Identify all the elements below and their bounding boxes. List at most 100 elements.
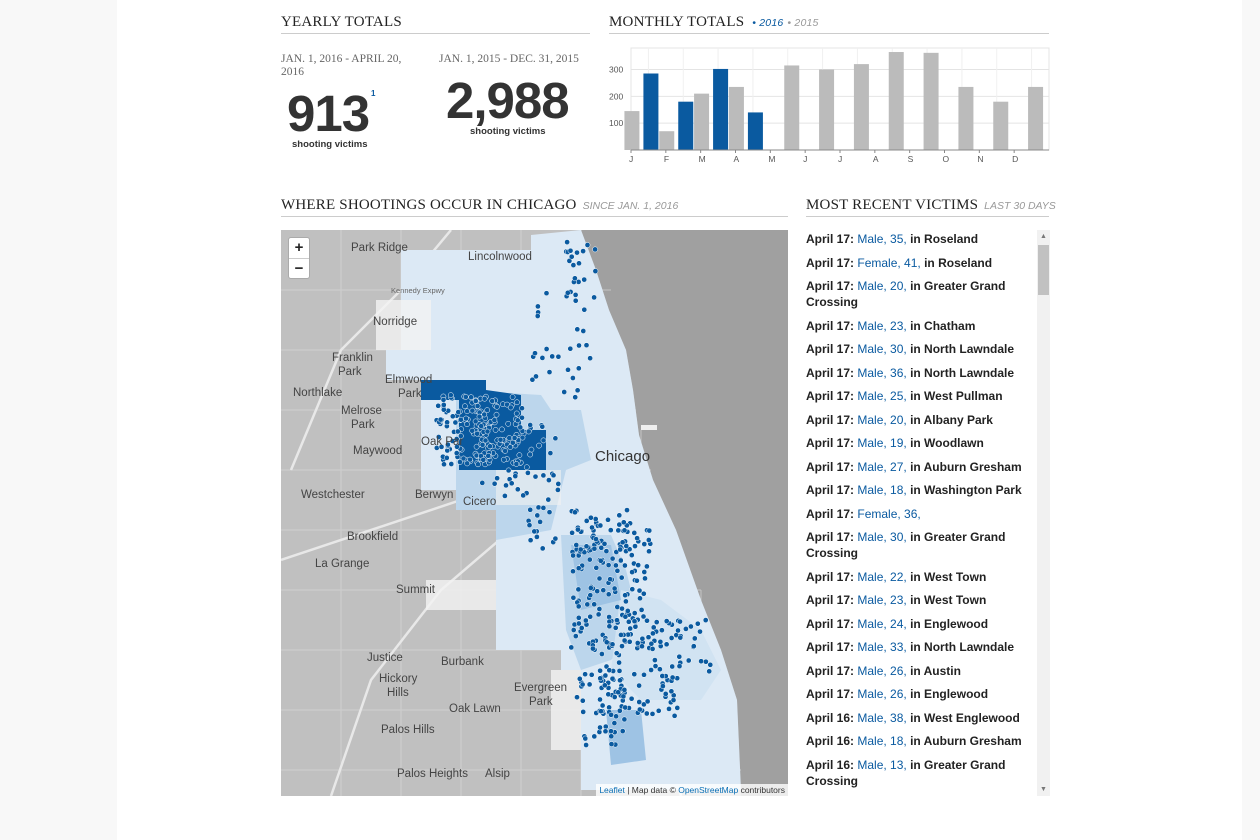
- shooting-dot: [583, 742, 589, 748]
- victim-list-item: April 17: Male, 24, in Englewood: [806, 616, 1050, 632]
- label-chicago: Chicago: [595, 448, 650, 465]
- shooting-dot: [591, 733, 598, 740]
- victim-details: Female, 41,: [857, 255, 921, 270]
- shooting-dot: [570, 552, 576, 559]
- footnote-marker[interactable]: 1: [371, 89, 376, 98]
- victim-list-item: April 17: Male, 20, in Albany Park: [806, 412, 1050, 428]
- shooting-dot: [502, 493, 508, 499]
- shooting-dot: [652, 663, 659, 669]
- shooting-dot: [669, 663, 676, 670]
- shooting-dot: [624, 608, 631, 614]
- shooting-dot: [514, 486, 521, 493]
- shooting-dot: [621, 716, 628, 723]
- label-park-ridge: Park Ridge: [351, 242, 408, 254]
- shooting-dot: [619, 605, 625, 612]
- shooting-dot: [634, 535, 640, 542]
- victims-list[interactable]: April 17: Male, 35, in Roseland April 17:…: [806, 230, 1050, 796]
- shooting-dot: [643, 710, 650, 717]
- shooting-dot: [476, 413, 483, 420]
- shooting-dot: [597, 675, 604, 682]
- scroll-up-arrow-icon[interactable]: ▲: [1040, 233, 1047, 240]
- label-evergreen-park: Park: [529, 696, 553, 708]
- shooting-dot: [494, 475, 500, 482]
- scroll-down-arrow-icon[interactable]: ▼: [1040, 786, 1047, 793]
- shooting-dot: [582, 671, 588, 678]
- shooting-dot: [591, 294, 597, 301]
- shooting-dot: [602, 728, 609, 735]
- victim-details: Male, 18,: [857, 483, 907, 497]
- shooting-dot: [649, 646, 656, 652]
- shooting-dot: [659, 627, 665, 634]
- shooting-dot: [525, 470, 531, 476]
- list-scrollbar[interactable]: ▲ ▼: [1037, 230, 1050, 796]
- label-franklin-park: Park: [338, 366, 362, 378]
- bar-2015: [888, 52, 904, 150]
- zoom-in-button[interactable]: +: [294, 239, 304, 256]
- shooting-dot: [588, 671, 595, 678]
- shooting-dot: [619, 728, 626, 734]
- shooting-dot: [574, 694, 580, 701]
- shooting-dots[interactable]: [433, 239, 714, 748]
- bar-2015: [659, 131, 675, 150]
- victim-place: in North Lawndale: [910, 342, 1015, 356]
- shooting-dot: [662, 691, 669, 697]
- shooting-dot: [690, 643, 697, 650]
- victim-list-item: April 17: Male, 27, in Auburn Gresham: [806, 459, 1050, 475]
- previous-range: JAN. 1, 2015 - DEC. 31, 2015: [439, 53, 579, 65]
- victim-date: April 17:: [806, 483, 855, 497]
- shooting-dot: [625, 618, 632, 625]
- shooting-dot: [611, 720, 618, 726]
- shooting-dot: [555, 353, 562, 360]
- shooting-dot: [543, 290, 550, 297]
- shooting-dot: [674, 675, 681, 682]
- shooting-dot: [589, 524, 595, 531]
- shooting-dot: [677, 634, 684, 641]
- map-canvas[interactable]: Park Ridge Lincolnwood Norridge Franklin…: [281, 230, 788, 796]
- zoom-out-button[interactable]: −: [289, 258, 309, 278]
- victim-list-item: April 17: Male, 22, in West Town: [806, 569, 1050, 585]
- shooting-dot: [575, 526, 581, 533]
- shooting-dot: [455, 409, 462, 415]
- shooting-dot: [583, 543, 590, 550]
- shooting-dot: [597, 724, 603, 731]
- shooting-dot: [670, 697, 677, 703]
- shooting-dot: [609, 675, 616, 682]
- shooting-dot: [634, 577, 640, 584]
- osm-link[interactable]: OpenStreetMap: [678, 785, 739, 795]
- shooting-dot: [663, 641, 670, 648]
- shooting-dot: [640, 613, 647, 620]
- map-section-title: WHERE SHOOTINGS OCCUR IN CHICAGO SINCE JA…: [281, 197, 788, 217]
- shooting-dot: [635, 562, 642, 568]
- shooting-dot: [523, 464, 530, 471]
- shooting-dot: [599, 702, 606, 709]
- victim-place: in Auburn Gresham: [910, 734, 1022, 748]
- shootings-map[interactable]: + −: [281, 230, 788, 796]
- scrollbar-thumb[interactable]: [1038, 245, 1049, 295]
- victim-date: April 17:: [806, 412, 855, 427]
- shooting-dot: [697, 628, 703, 635]
- shooting-dot: [572, 509, 578, 516]
- shooting-dot: [481, 411, 488, 418]
- label-elmwood-park: Park: [398, 388, 422, 400]
- bar-2016: [643, 73, 659, 150]
- shooting-dot: [581, 276, 588, 283]
- shooting-dot: [485, 452, 492, 459]
- shooting-dot: [607, 576, 613, 583]
- shooting-dot: [509, 394, 516, 400]
- shooting-dot: [605, 516, 611, 523]
- shooting-dot: [580, 328, 587, 334]
- shooting-dot: [616, 521, 623, 528]
- shooting-dot: [648, 667, 654, 673]
- victim-place: in Auburn Gresham: [910, 459, 1022, 474]
- shooting-dot: [472, 398, 479, 404]
- shooting-dot: [528, 446, 535, 453]
- shooting-dot: [599, 651, 605, 657]
- victim-details: Male, 27,: [857, 459, 907, 474]
- shooting-dot: [453, 450, 460, 456]
- shooting-dot: [645, 634, 652, 641]
- shooting-dot: [601, 540, 608, 547]
- shooting-dot: [549, 353, 556, 360]
- leaflet-link[interactable]: Leaflet: [599, 785, 625, 795]
- shooting-dot: [671, 712, 678, 719]
- shooting-dot: [569, 529, 575, 536]
